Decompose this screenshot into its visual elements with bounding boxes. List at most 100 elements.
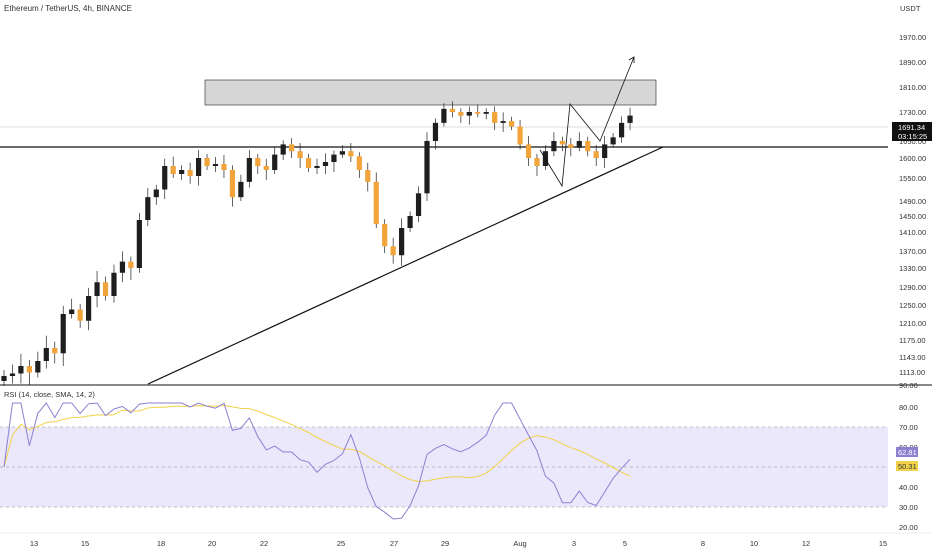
candle-body [466, 112, 472, 116]
candle-body [390, 246, 396, 256]
price-scale-label: 1550.00 [899, 174, 926, 183]
ascending-trendline [147, 146, 664, 385]
rsi-value-text: 62.81 [898, 448, 917, 457]
rsi-scale-label: 40.00 [899, 483, 918, 492]
price-scale-label: 1290.00 [899, 283, 926, 292]
candle-body [610, 137, 616, 145]
candle-body [339, 151, 345, 155]
time-axis-label: 18 [157, 539, 165, 548]
rsi-sma-tag: 50.31 [896, 461, 918, 471]
price-scale[interactable]: 1970.00 1890.00 1810.00 1730.00 1650.00 1600.… [899, 33, 926, 390]
candle-body [602, 144, 608, 158]
price-scale-label: 1410.00 [899, 228, 926, 237]
price-scale-label: 1175.00 [899, 336, 926, 345]
resistance-zone [204, 79, 657, 106]
time-axis-label: 20 [208, 539, 216, 548]
countdown-text: 03:15:25 [898, 132, 927, 141]
rsi-value-tag: 62.81 [896, 447, 918, 457]
price-scale-label: 1970.00 [899, 33, 926, 42]
time-axis-label: 25 [337, 539, 345, 548]
candle-body [348, 151, 354, 157]
candle-body [576, 141, 582, 148]
price-scale-label: 1210.00 [899, 319, 926, 328]
last-price-text: 1691.34 [898, 123, 925, 132]
candle-body [365, 170, 371, 182]
price-scale-label: 1890.00 [899, 58, 926, 67]
rsi-title: RSI (14, close, SMA, 14, 2) [4, 390, 95, 399]
candle-body [212, 164, 219, 166]
candle-body [35, 361, 41, 373]
candle-body [162, 166, 168, 190]
price-scale-label: 1113.00 [899, 368, 925, 377]
price-scale-label: 1810.00 [899, 83, 926, 92]
candle-body [551, 141, 557, 152]
candle-body [86, 296, 92, 321]
price-scale-label: 1370.00 [899, 247, 926, 256]
candle-body [314, 166, 320, 168]
time-axis-label: 15 [81, 539, 89, 548]
rsi-pane[interactable]: RSI (14, close, SMA, 14, 2) [0, 390, 888, 520]
candle-body [238, 181, 244, 198]
time-axis-label: 29 [441, 539, 449, 548]
rsi-line [3, 402, 631, 520]
candle-body [145, 197, 151, 220]
rsi-sma-line [3, 404, 631, 483]
time-axis-label: 13 [30, 539, 38, 548]
candle-body [322, 162, 329, 166]
price-scale-label: 1730.00 [899, 108, 926, 117]
time-axis-label: 22 [260, 539, 268, 548]
candle-body [60, 314, 66, 354]
candle-body [441, 108, 447, 123]
candle-body [77, 309, 83, 321]
candle-body [263, 166, 269, 170]
candle-body [559, 141, 565, 145]
candle-body [136, 220, 142, 268]
candle-body [43, 347, 49, 361]
candle-body [424, 141, 430, 194]
time-axis-label: 15 [879, 539, 887, 548]
candle-body [221, 164, 227, 170]
candle-body [492, 112, 498, 123]
candle-body [204, 158, 210, 166]
candle-body [517, 126, 523, 145]
time-axis-label: 5 [623, 539, 627, 548]
candle-body [475, 112, 481, 114]
candle-body [297, 151, 303, 158]
candle-body [18, 366, 24, 374]
candles-group [1, 101, 633, 386]
rsi-sma-text: 50.31 [898, 462, 917, 471]
candle-body [500, 121, 506, 123]
rsi-scale-label: 70.00 [899, 423, 918, 432]
time-axis-label: 3 [572, 539, 576, 548]
price-scale-label: 1450.00 [899, 212, 926, 221]
candle-body [272, 154, 278, 170]
candle-body [102, 282, 109, 296]
candle-body [627, 115, 633, 123]
candle-body [153, 189, 159, 198]
price-scale-label: 90.00 [899, 381, 918, 390]
candle-body [1, 376, 7, 381]
time-axis-label: 27 [390, 539, 398, 548]
candle-body [407, 216, 413, 228]
symbol-title: Ethereum / TetherUS, 4h, BINANCE [4, 4, 132, 13]
candle-body [9, 373, 16, 376]
candle-body [229, 170, 236, 198]
candle-body [593, 151, 599, 158]
candle-body [128, 261, 134, 268]
candle-body [356, 156, 362, 170]
price-scale-label: 1250.00 [899, 301, 926, 310]
time-axis[interactable]: 13 15 18 20 22 25 27 29 Aug 3 5 8 10 12 15 [30, 539, 887, 548]
candle-body [69, 309, 75, 314]
candle-body [170, 166, 176, 174]
candle-body [509, 121, 515, 127]
price-scale-label: 1490.00 [899, 197, 926, 206]
candle-body [280, 144, 286, 155]
price-scale-label: 1143.00 [899, 353, 926, 362]
price-pane[interactable] [0, 56, 932, 386]
time-axis-label: 8 [701, 539, 705, 548]
candle-body [458, 112, 464, 116]
price-scale-label: 1330.00 [899, 264, 926, 273]
candle-body [525, 144, 532, 158]
candle-body [449, 108, 455, 112]
